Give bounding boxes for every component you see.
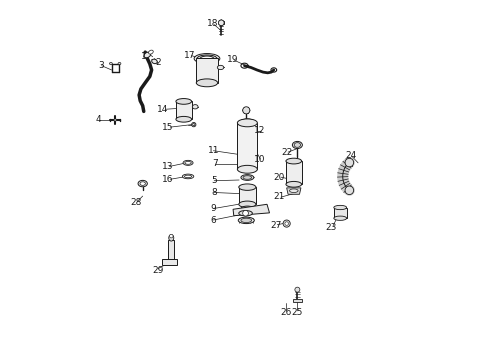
Ellipse shape [241, 206, 253, 211]
Text: 7: 7 [212, 159, 218, 168]
Ellipse shape [176, 116, 191, 122]
Bar [168, 240, 174, 259]
Text: 12: 12 [254, 126, 265, 135]
Bar [285, 161, 301, 184]
Ellipse shape [194, 54, 220, 64]
Text: 6: 6 [210, 216, 216, 225]
Ellipse shape [182, 174, 193, 179]
Ellipse shape [294, 143, 300, 147]
Ellipse shape [241, 175, 253, 180]
Ellipse shape [285, 158, 301, 164]
Text: 9: 9 [210, 204, 216, 213]
Bar [238, 187, 255, 204]
Text: 13: 13 [162, 162, 173, 171]
Circle shape [242, 107, 249, 114]
Ellipse shape [241, 218, 251, 222]
Ellipse shape [148, 50, 153, 54]
Ellipse shape [168, 235, 173, 241]
Ellipse shape [200, 56, 213, 61]
Ellipse shape [184, 175, 191, 178]
Text: 23: 23 [325, 222, 336, 231]
Text: 24: 24 [345, 151, 356, 160]
Bar [176, 102, 191, 119]
Ellipse shape [238, 211, 252, 216]
Text: 15: 15 [162, 123, 173, 132]
Circle shape [345, 158, 353, 167]
Ellipse shape [333, 205, 346, 210]
Ellipse shape [140, 182, 145, 185]
Text: 10: 10 [254, 155, 265, 164]
Text: 27: 27 [270, 221, 281, 230]
Ellipse shape [176, 99, 191, 104]
Ellipse shape [138, 180, 147, 187]
Text: 18: 18 [207, 19, 218, 28]
Text: 1: 1 [141, 52, 146, 61]
Ellipse shape [333, 216, 346, 220]
Ellipse shape [239, 119, 255, 127]
Bar [196, 58, 217, 83]
Ellipse shape [183, 160, 193, 165]
Text: 11: 11 [207, 146, 219, 155]
Ellipse shape [243, 176, 251, 179]
Bar [237, 123, 257, 169]
Text: 21: 21 [273, 192, 285, 201]
Circle shape [242, 210, 248, 216]
Circle shape [169, 234, 173, 238]
Circle shape [191, 122, 196, 127]
Bar [162, 259, 176, 265]
Circle shape [345, 186, 353, 195]
Ellipse shape [238, 217, 254, 224]
Ellipse shape [109, 63, 112, 64]
Ellipse shape [196, 79, 217, 87]
Ellipse shape [114, 119, 116, 121]
Ellipse shape [238, 184, 255, 190]
Ellipse shape [242, 120, 252, 126]
Text: 5: 5 [211, 176, 217, 185]
Ellipse shape [292, 141, 302, 149]
Ellipse shape [289, 189, 298, 193]
Text: 26: 26 [279, 309, 291, 318]
Bar [292, 298, 301, 302]
Circle shape [294, 287, 299, 292]
Ellipse shape [285, 181, 301, 187]
Polygon shape [233, 204, 269, 216]
Ellipse shape [143, 52, 150, 58]
Ellipse shape [192, 105, 198, 109]
Text: 25: 25 [291, 309, 303, 318]
Circle shape [285, 222, 288, 225]
Text: 16: 16 [162, 175, 173, 184]
Text: 28: 28 [130, 198, 141, 207]
Ellipse shape [217, 65, 224, 69]
Text: 8: 8 [211, 188, 217, 197]
Bar [333, 207, 346, 218]
Circle shape [192, 123, 194, 126]
Text: 2: 2 [155, 58, 161, 67]
Circle shape [218, 20, 224, 26]
Text: 4: 4 [96, 116, 102, 125]
Text: 20: 20 [273, 173, 285, 182]
Polygon shape [286, 188, 300, 194]
Ellipse shape [151, 59, 157, 64]
Text: 3: 3 [99, 61, 104, 70]
Text: 17: 17 [184, 51, 196, 60]
Ellipse shape [237, 165, 257, 173]
Circle shape [283, 220, 290, 227]
Ellipse shape [238, 201, 255, 207]
Ellipse shape [197, 55, 217, 62]
Text: 29: 29 [152, 266, 163, 275]
Text: 19: 19 [227, 55, 238, 64]
Ellipse shape [237, 119, 257, 127]
Ellipse shape [184, 161, 191, 164]
Text: 14: 14 [157, 105, 168, 114]
Text: 22: 22 [281, 148, 292, 157]
Ellipse shape [118, 63, 121, 64]
